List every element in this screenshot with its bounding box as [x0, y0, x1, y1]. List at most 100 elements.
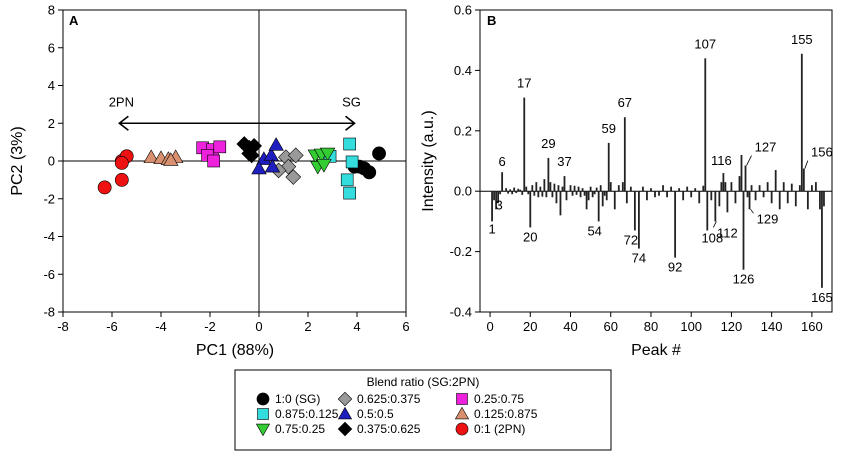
bar	[744, 165, 747, 192]
scatter-point	[345, 155, 359, 169]
bar	[575, 191, 578, 195]
bar	[529, 191, 532, 228]
bar	[638, 191, 640, 249]
panel-a-y-tick-label: 6	[48, 40, 55, 55]
bar	[545, 191, 548, 198]
panel-b-y-tick-label: 0.2	[454, 123, 472, 138]
bar	[794, 191, 797, 207]
arrow-label-2pn: 2PN	[109, 94, 134, 109]
bar	[810, 185, 813, 192]
scatter-point	[343, 186, 356, 200]
panel-a-x-tick-label: 0	[255, 319, 262, 334]
scatter-point	[97, 180, 112, 195]
legend: Blend ratio (SG:2PN) 1:0 (SG)0.875:0.125…	[234, 369, 612, 451]
bar	[790, 183, 793, 192]
legend-marker	[337, 421, 353, 437]
panel-b-x-tick-label: 140	[761, 319, 783, 334]
peak-label-leader	[746, 155, 752, 166]
bar	[571, 191, 574, 196]
panel-a-points	[97, 136, 386, 200]
panel-b-x-tick-label: 80	[644, 319, 658, 334]
bar	[726, 191, 729, 213]
bar	[597, 191, 600, 222]
bar	[607, 142, 610, 192]
panel-a-letter: A	[69, 13, 79, 28]
bar	[738, 176, 741, 192]
bar	[786, 191, 789, 204]
bar	[605, 191, 608, 201]
bar	[517, 188, 520, 192]
peak-label: 156	[811, 145, 833, 160]
panel-a-y-tick-label: 8	[48, 3, 55, 18]
scatter-point	[243, 147, 260, 164]
legend-marker	[337, 406, 353, 420]
peak-label: 92	[668, 260, 682, 275]
scatter-point	[362, 165, 377, 180]
scatter-point	[207, 154, 220, 168]
panel-b-y-tick-label: -0.4	[450, 305, 472, 320]
bar	[557, 185, 560, 192]
scatter-point	[319, 147, 336, 162]
scatter-point	[251, 160, 267, 175]
legend-marker	[456, 393, 468, 405]
bar	[654, 191, 656, 198]
bar	[541, 191, 544, 197]
bar	[531, 185, 534, 192]
bar	[714, 191, 717, 222]
scatter-point	[340, 173, 354, 187]
panel-a-x-tick-label: 4	[353, 319, 360, 334]
bar	[658, 191, 660, 196]
bar	[581, 188, 584, 192]
bar	[587, 191, 590, 201]
panel-b-plot-area	[479, 9, 833, 313]
peak-label: 6	[499, 154, 506, 169]
bar	[821, 191, 823, 288]
bar	[666, 191, 668, 198]
bar	[493, 191, 495, 201]
legend-marker	[256, 392, 270, 406]
bar	[646, 191, 648, 201]
panel-a-y-tick-label: 4	[48, 78, 55, 93]
bar	[549, 182, 552, 192]
bar	[507, 191, 510, 194]
bar	[762, 191, 765, 198]
bar	[491, 191, 493, 222]
peak-label: 17	[517, 76, 531, 91]
scatter-point	[372, 146, 386, 161]
legend-marker	[454, 406, 470, 420]
bar	[515, 191, 518, 194]
legend-label: 1:0 (SG)	[275, 392, 320, 406]
panel-b-y-tick-label: 0.0	[454, 184, 472, 199]
bar	[674, 191, 677, 258]
bar	[553, 183, 556, 192]
bar	[730, 182, 733, 192]
peak-label: 72	[624, 232, 638, 247]
bar	[609, 182, 612, 192]
legend-label: 0.5:0.5	[357, 407, 394, 421]
peak-label: 126	[733, 272, 755, 287]
bar	[802, 168, 805, 192]
panel-b-ylabel: Intensity (a.u.)	[420, 110, 437, 211]
panel-a-x-tick-label: -8	[57, 319, 69, 334]
peak-label: 107	[694, 36, 716, 51]
bar	[501, 172, 504, 192]
bar	[563, 176, 566, 192]
bar	[806, 191, 809, 210]
panel-a-x-tick-label: -6	[106, 319, 118, 334]
bar	[527, 191, 530, 195]
bar	[746, 191, 749, 198]
peak-label: 116	[711, 153, 732, 168]
panel-b-letter: B	[487, 13, 496, 28]
legend-label: 0.875:0.125	[275, 407, 339, 421]
bar	[519, 189, 522, 192]
panel-a-arrow: 2PN SG	[109, 94, 361, 131]
bar	[770, 191, 773, 204]
legend-box	[234, 369, 612, 451]
bar	[593, 191, 596, 195]
peak-label: 29	[541, 136, 555, 151]
legend-label: 0:1 (2PN)	[474, 422, 525, 436]
bar	[774, 170, 777, 192]
bar	[535, 182, 538, 192]
legend-marker	[337, 391, 353, 407]
scatter-point	[163, 152, 179, 166]
